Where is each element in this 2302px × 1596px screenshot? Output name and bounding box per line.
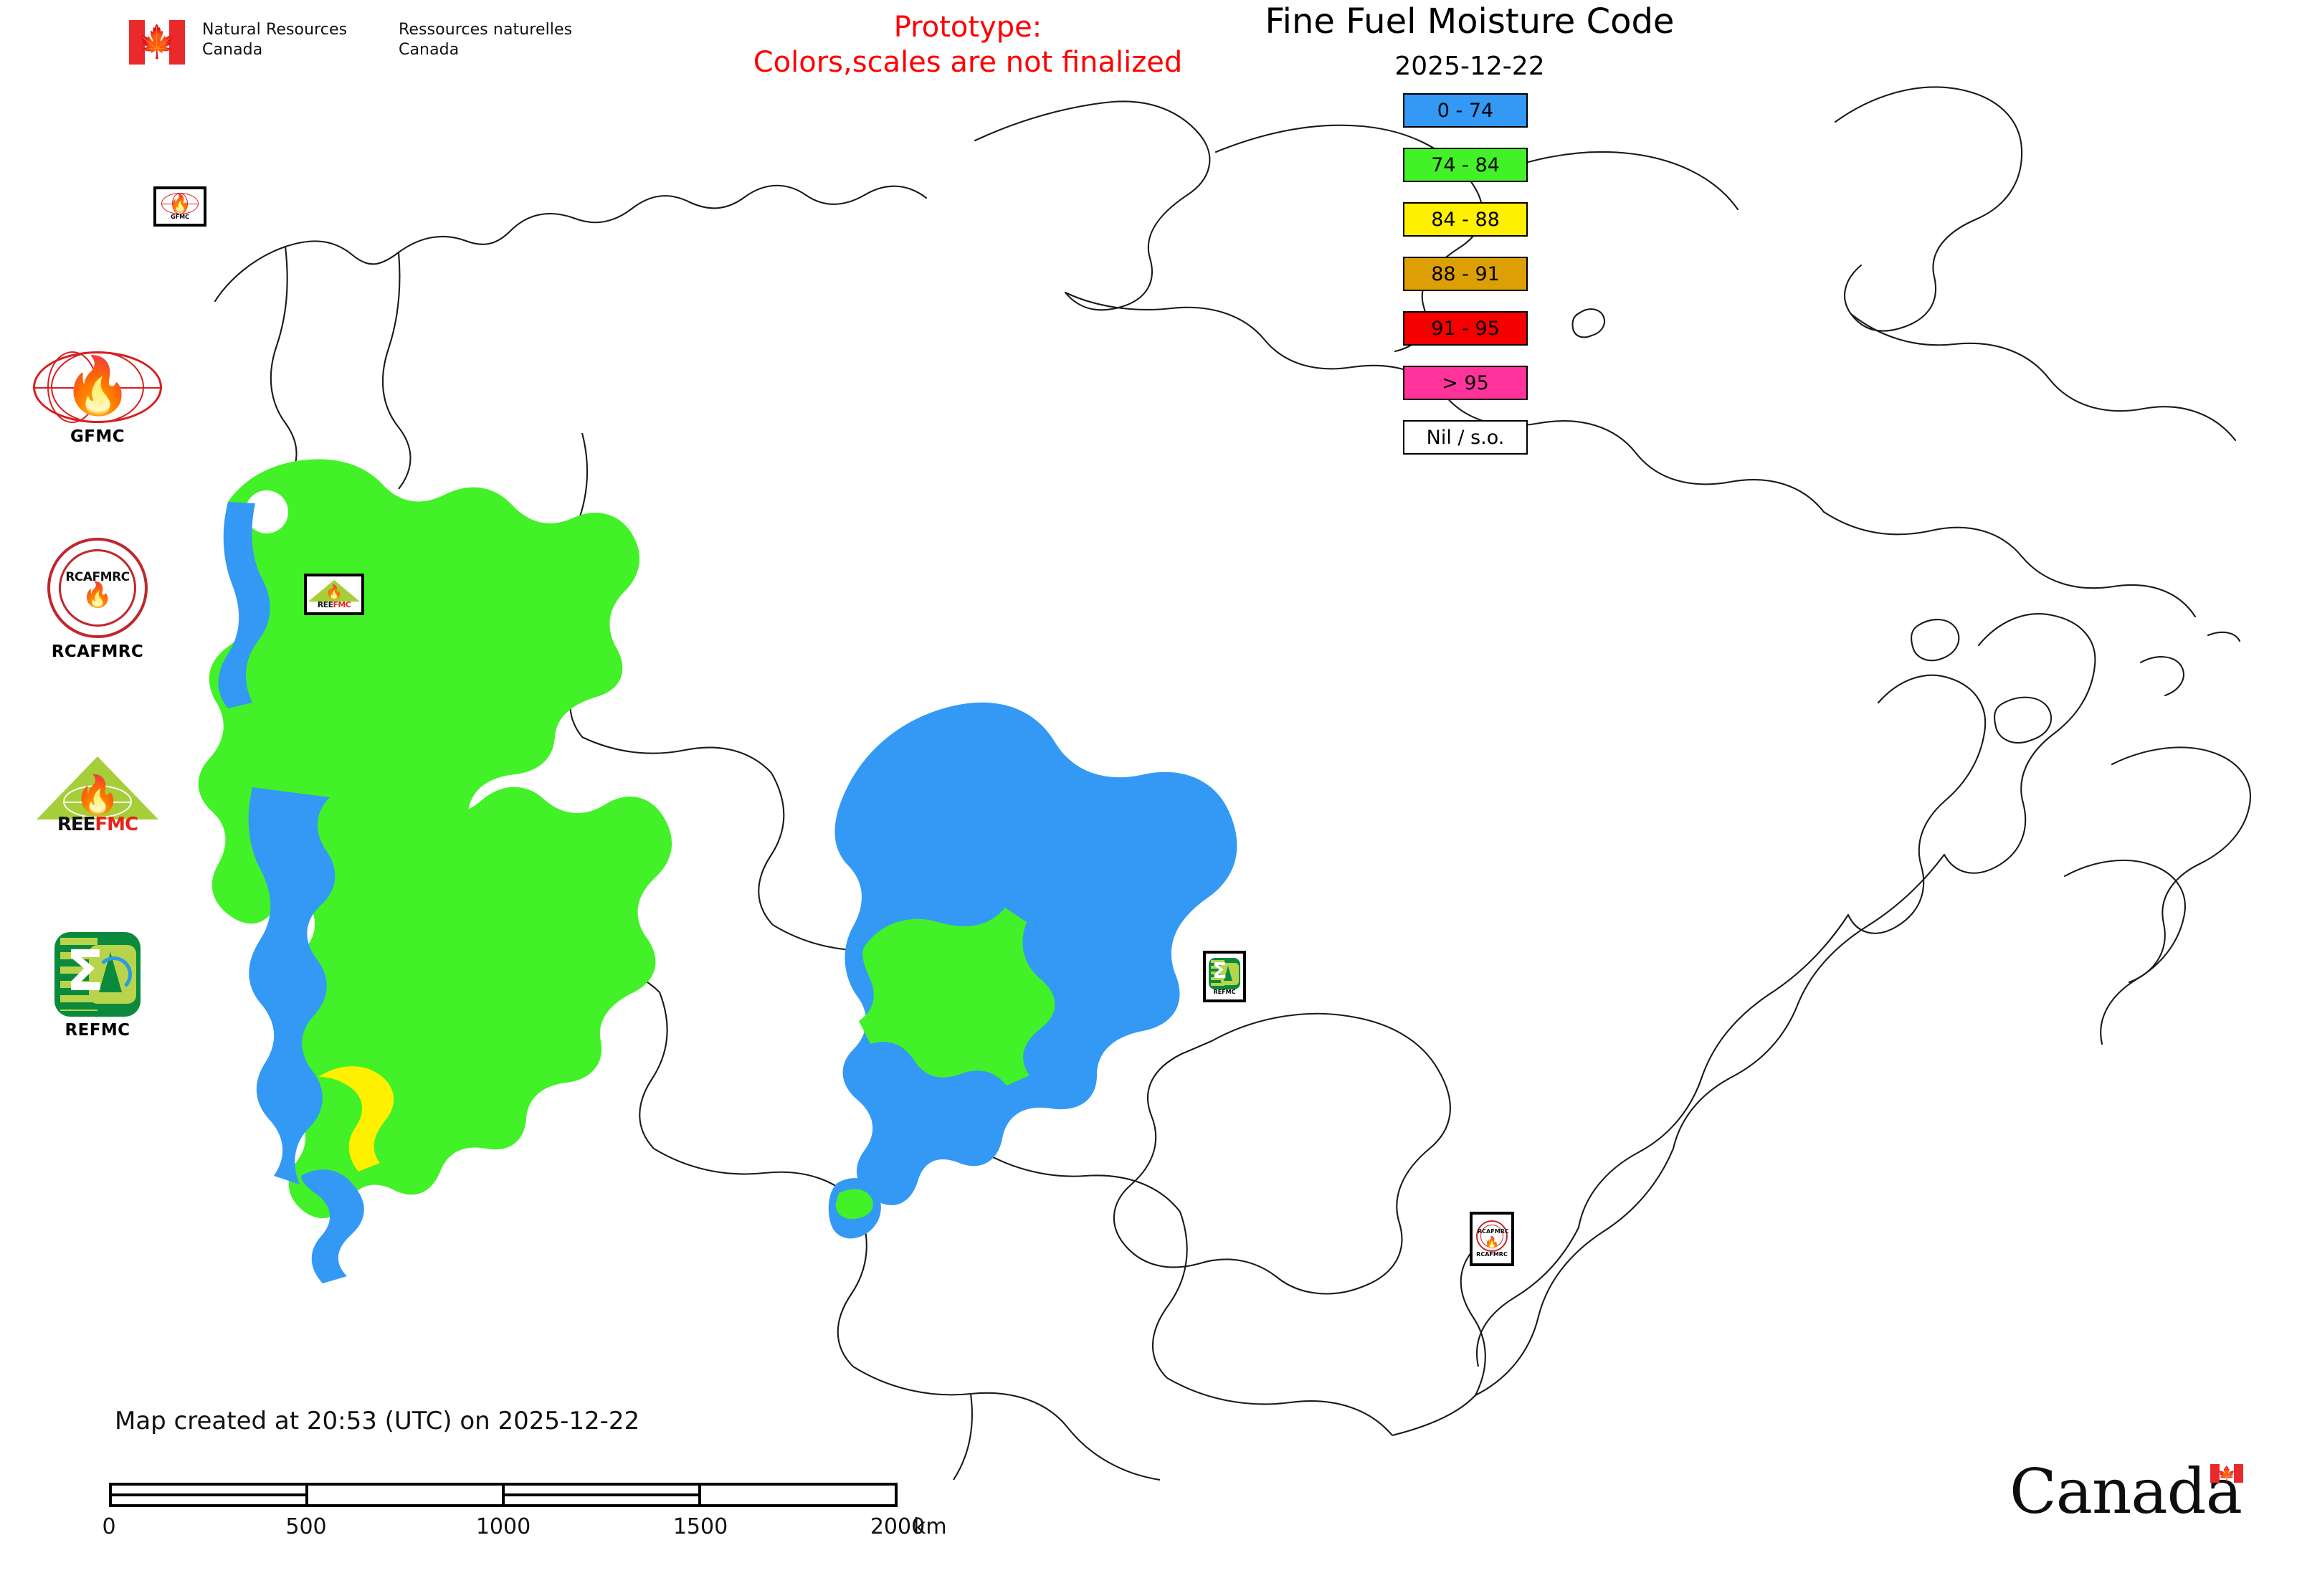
scale-bar: 0 500 1000 1500 2000 km xyxy=(102,1483,947,1543)
nrcan-wordmark: 🍁 Natural Resources Canada Ressources na… xyxy=(129,20,578,65)
scale-tick-2000: 2000 xyxy=(870,1514,926,1539)
reefmc-word-b: FMC xyxy=(95,814,138,835)
prototype-warning: Prototype: Colors,scales are not finaliz… xyxy=(681,10,1255,80)
map-marker-refmc[interactable]: Σ REFMC xyxy=(1203,951,1246,1002)
map-marker-rcafmrc[interactable]: RCAFMRC 🔥 RCAFMRC xyxy=(1470,1212,1514,1266)
page-title: Fine Fuel Moisture Code xyxy=(1265,1,1675,42)
map-marker-caption: RCAFMRC xyxy=(1476,1251,1508,1258)
scale-tick-1000: 1000 xyxy=(475,1514,531,1539)
partner-logo-reefmc[interactable]: 🔥 REEFMC REEFMC xyxy=(26,756,169,858)
map-created-timestamp: Map created at 20:53 (UTC) on 2025-12-22 xyxy=(115,1407,640,1435)
map-marker-caption: REFMC xyxy=(1213,989,1236,995)
partner-logo-rcafmrc[interactable]: RCAFMRC 🔥 RCAFMRC xyxy=(26,538,169,661)
partner-logo-caption: REFMC xyxy=(65,1021,130,1040)
legend: 0 - 74 74 - 84 84 - 88 88 - 91 91 - 95 >… xyxy=(1403,93,1539,465)
partner-logo-gfmc[interactable]: 🔥 GFMC xyxy=(26,351,169,446)
flame-icon: 🔥 xyxy=(169,193,191,214)
legend-item[interactable]: > 95 xyxy=(1403,366,1539,410)
scale-segment-1 xyxy=(112,1486,308,1504)
partner-logo-caption: GFMC xyxy=(70,427,125,446)
prototype-line-1: Prototype: xyxy=(893,11,1042,44)
flame-icon: 🔥 xyxy=(82,581,113,610)
maple-leaf-icon: 🍁 xyxy=(2217,1465,2236,1482)
refmc-sigma-tree-logo: Σ xyxy=(54,932,141,1017)
legend-item[interactable]: 91 - 95 xyxy=(1403,311,1539,356)
nrcan-label-fr: Ressources naturelles Canada xyxy=(399,21,573,60)
legend-swatch-74-84: 74 - 84 xyxy=(1403,148,1528,182)
map-marker-reefmc[interactable]: 🔥 REEFMC xyxy=(304,574,364,615)
flame-icon: 🔥 xyxy=(74,774,121,817)
gfmc-globe-flame-logo: 🔥 xyxy=(33,351,162,423)
canada-flag-icon: 🍁 xyxy=(129,20,185,65)
canada-wordmark: Canada 🍁 xyxy=(2010,1461,2243,1523)
partner-logo-refmc[interactable]: Σ REFMC xyxy=(26,932,169,1040)
legend-item[interactable]: 88 - 91 xyxy=(1403,257,1539,301)
rcafmrc-seal-logo: RCAFMRC 🔥 xyxy=(47,538,148,638)
reefmc-word-a: REE xyxy=(57,814,96,835)
legend-swatch-91-95: 91 - 95 xyxy=(1403,311,1528,346)
reefmc-triangle-flame-logo: 🔥 REEFMC xyxy=(308,580,360,609)
legend-swatch-88-91: 88 - 91 xyxy=(1403,257,1528,291)
reefmc-triangle-flame-logo: 🔥 REEFMC xyxy=(37,756,158,835)
scale-segment-2 xyxy=(308,1486,505,1504)
scale-tick-500: 500 xyxy=(285,1514,327,1539)
scale-segment-4 xyxy=(701,1486,895,1504)
scale-tick-1500: 1500 xyxy=(672,1514,728,1539)
legend-item[interactable]: 0 - 74 xyxy=(1403,93,1539,138)
map-marker-gfmc[interactable]: 🔥 GFMC xyxy=(153,186,206,227)
scale-tick-0: 0 xyxy=(102,1514,116,1539)
legend-swatch-gt-95: > 95 xyxy=(1403,366,1528,400)
rcafmrc-seal-logo: RCAFMRC 🔥 xyxy=(1476,1220,1509,1252)
canada-wordmark-text: Canada xyxy=(2009,1456,2242,1528)
sigma-icon: Σ xyxy=(1212,959,1227,984)
legend-item[interactable]: Nil / s.o. xyxy=(1403,420,1539,465)
scale-unit: km xyxy=(913,1514,947,1539)
nrcan-label-en: Natural Resources Canada xyxy=(202,21,348,60)
refmc-sigma-tree-logo: Σ xyxy=(1209,958,1240,989)
rcafmrc-center-text: RCAFMRC xyxy=(65,570,130,585)
gfmc-globe-flame-logo: 🔥 xyxy=(161,193,199,214)
flame-icon: 🔥 xyxy=(62,353,133,419)
legend-swatch-84-88: 84 - 88 xyxy=(1403,202,1528,237)
maple-leaf-icon: 🍁 xyxy=(137,24,177,60)
legend-swatch-0-74: 0 - 74 xyxy=(1403,93,1528,128)
legend-item[interactable]: 74 - 84 xyxy=(1403,148,1539,192)
canada-flag-icon: 🍁 xyxy=(2210,1464,2243,1483)
map-marker-caption: GFMC xyxy=(171,214,189,220)
legend-date: 2025-12-22 xyxy=(1394,52,1545,81)
flame-icon: 🔥 xyxy=(1485,1235,1499,1249)
scale-segment-3 xyxy=(505,1486,701,1504)
prototype-line-2: Colors,scales are not finalized xyxy=(753,45,1183,79)
flame-icon: 🔥 xyxy=(325,584,343,600)
partner-logo-caption: RCAFMRC xyxy=(51,642,144,661)
sigma-icon: Σ xyxy=(66,939,105,1004)
legend-item[interactable]: 84 - 88 xyxy=(1403,202,1539,247)
legend-swatch-nil: Nil / s.o. xyxy=(1403,420,1528,455)
